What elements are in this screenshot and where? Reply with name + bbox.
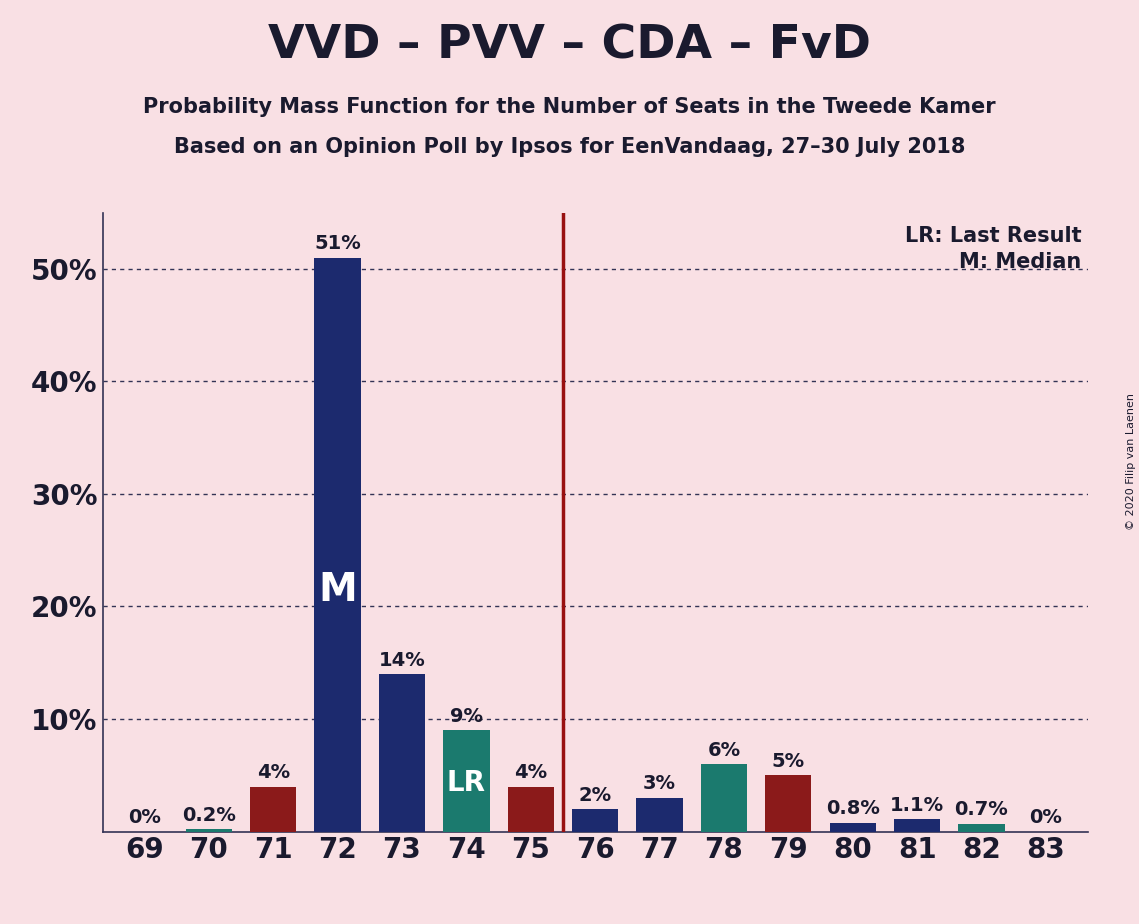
Bar — [443, 730, 490, 832]
Text: 9%: 9% — [450, 707, 483, 725]
Text: 0.7%: 0.7% — [954, 800, 1008, 820]
Bar — [894, 820, 941, 832]
Text: VVD – PVV – CDA – FvD: VVD – PVV – CDA – FvD — [268, 23, 871, 68]
Text: 14%: 14% — [378, 650, 425, 670]
Text: 3%: 3% — [644, 774, 677, 794]
Bar — [186, 830, 232, 832]
Bar — [765, 775, 811, 832]
Text: LR: LR — [446, 769, 486, 797]
Text: 0%: 0% — [128, 808, 161, 827]
Text: Probability Mass Function for the Number of Seats in the Tweede Kamer: Probability Mass Function for the Number… — [144, 97, 995, 117]
Text: 0.8%: 0.8% — [826, 799, 879, 818]
Bar — [379, 674, 425, 832]
Text: 6%: 6% — [707, 740, 740, 760]
Text: 5%: 5% — [772, 752, 805, 771]
Text: 4%: 4% — [514, 763, 548, 782]
Text: 2%: 2% — [579, 785, 612, 805]
Bar — [829, 822, 876, 832]
Bar — [314, 258, 361, 832]
Text: 0%: 0% — [1030, 808, 1063, 827]
Text: 51%: 51% — [314, 234, 361, 253]
Bar — [249, 786, 296, 832]
Text: 0.2%: 0.2% — [182, 806, 236, 825]
Bar — [572, 809, 618, 832]
Text: 1.1%: 1.1% — [890, 796, 944, 815]
Text: Based on an Opinion Poll by Ipsos for EenVandaag, 27–30 July 2018: Based on an Opinion Poll by Ipsos for Ee… — [174, 137, 965, 157]
Text: M: M — [318, 572, 357, 610]
Text: M: Median: M: Median — [959, 252, 1081, 272]
Text: LR: Last Result: LR: Last Result — [904, 226, 1081, 246]
Bar — [637, 797, 682, 832]
Bar — [700, 764, 747, 832]
Text: © 2020 Filip van Laenen: © 2020 Filip van Laenen — [1126, 394, 1136, 530]
Bar — [958, 823, 1005, 832]
Bar — [508, 786, 554, 832]
Text: 4%: 4% — [256, 763, 289, 782]
